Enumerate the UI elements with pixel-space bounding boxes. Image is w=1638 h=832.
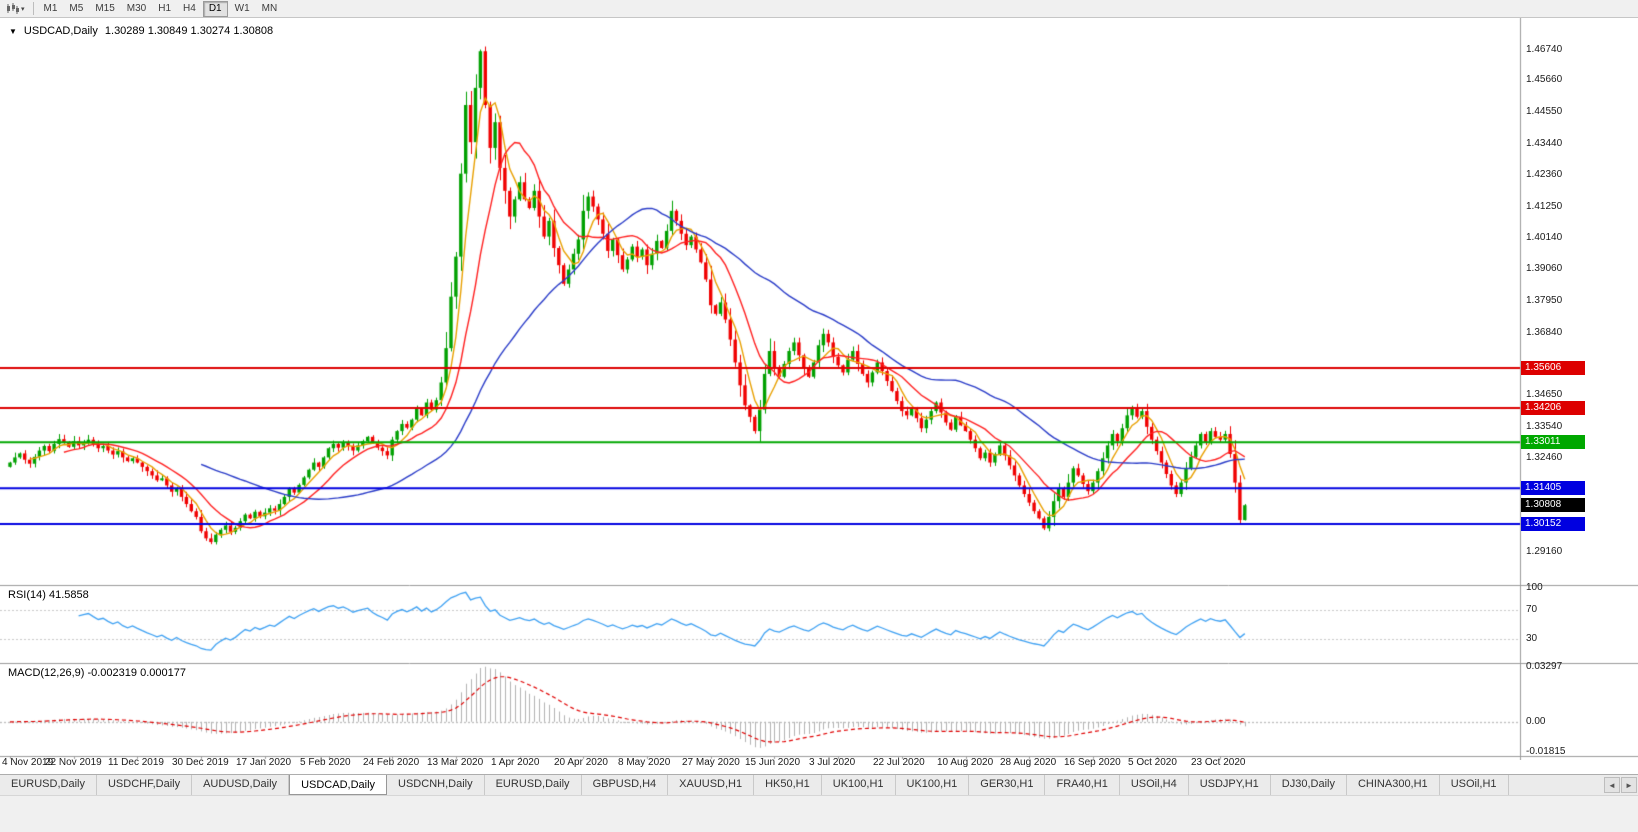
rsi-indicator-label: RSI(14) 41.5858 <box>8 589 89 601</box>
chart-tab-gbpusd-h4[interactable]: GBPUSD,H4 <box>581 775 669 795</box>
timeframe-button-h4[interactable]: H4 <box>183 2 196 14</box>
chart-ohlc-values: 1.30289 1.30849 1.30274 1.30808 <box>104 25 274 37</box>
timeframe-button-m5[interactable]: M5 <box>69 2 84 14</box>
price-chart-canvas[interactable] <box>0 18 1638 760</box>
candlestick-chart-icon <box>7 3 19 14</box>
chart-title: ▼ USDCAD,Daily 1.30289 1.30849 1.30274 1… <box>9 25 273 37</box>
timeframe-button-m30[interactable]: M30 <box>126 2 147 14</box>
timeframe-button-mn[interactable]: MN <box>261 2 278 14</box>
timeframe-button-m1[interactable]: M1 <box>43 2 58 14</box>
chart-tab-usdcnh-daily[interactable]: USDCNH,Daily <box>387 775 485 795</box>
macd-indicator-label: MACD(12,26,9) -0.002319 0.000177 <box>8 667 186 679</box>
tab-scroll-right-button[interactable]: ► <box>1621 777 1637 793</box>
chart-tab-eurusd-daily[interactable]: EURUSD,Daily <box>0 775 97 795</box>
timeframe-button-m15[interactable]: M15 <box>95 2 115 14</box>
chart-tab-usdjpy-h1[interactable]: USDJPY,H1 <box>1188 775 1271 795</box>
chart-tab-china300-h1[interactable]: CHINA300,H1 <box>1346 775 1440 795</box>
chart-tab-audusd-daily[interactable]: AUDUSD,Daily <box>192 775 290 795</box>
chart-tabs: EURUSD,Daily USDCHF,Daily AUDUSD,Daily USDC… <box>0 775 1602 795</box>
status-bar-strip <box>0 795 1638 832</box>
timeframe-buttons: M1 M5 M15 M30 H1 H4 D1 W1 MN <box>39 0 283 17</box>
chart-tab-usoil-h4[interactable]: USOil,H4 <box>1119 775 1189 795</box>
chart-type-button[interactable]: ▾ <box>3 1 28 17</box>
chart-tab-usdcad-daily[interactable]: USDCAD,Daily <box>289 775 388 795</box>
chart-tab-eurusd-daily[interactable]: EURUSD,Daily <box>484 775 582 795</box>
timeframe-toolbar: ▾ M1 M5 M15 M30 H1 H4 D1 W1 MN <box>0 0 1638 18</box>
chart-tab-hk50-h1[interactable]: HK50,H1 <box>754 775 822 795</box>
chart-tab-bar: EURUSD,Daily USDCHF,Daily AUDUSD,Daily USDC… <box>0 774 1638 795</box>
timeframe-button-d1[interactable]: D1 <box>202 0 228 17</box>
tab-scroll-left-button[interactable]: ◄ <box>1604 777 1620 793</box>
chart-dropdown-icon[interactable]: ▼ <box>9 26 17 36</box>
chart-tab-usoil-h1[interactable]: USOil,H1 <box>1439 775 1509 795</box>
chart-tab-fra40-h1[interactable]: FRA40,H1 <box>1045 775 1120 795</box>
chart-tab-uk100-h1[interactable]: UK100,H1 <box>895 775 970 795</box>
chart-tab-dj30-daily[interactable]: DJ30,Daily <box>1270 775 1347 795</box>
chevron-down-icon: ▾ <box>21 5 25 13</box>
chart-tab-ger30-h1[interactable]: GER30,H1 <box>969 775 1046 795</box>
tab-scroll-arrows: ◄ ► <box>1604 777 1637 793</box>
chart-tab-xauusd-h1[interactable]: XAUUSD,H1 <box>668 775 755 795</box>
chart-tab-uk100-h1[interactable]: UK100,H1 <box>821 775 896 795</box>
toolbar-separator <box>32 2 34 15</box>
timeframe-button-h1[interactable]: H1 <box>158 2 172 14</box>
chart-symbol-label: USDCAD,Daily <box>23 25 98 37</box>
timeframe-button-w1[interactable]: W1 <box>234 2 250 14</box>
chart-tab-usdchf-daily[interactable]: USDCHF,Daily <box>96 775 193 795</box>
